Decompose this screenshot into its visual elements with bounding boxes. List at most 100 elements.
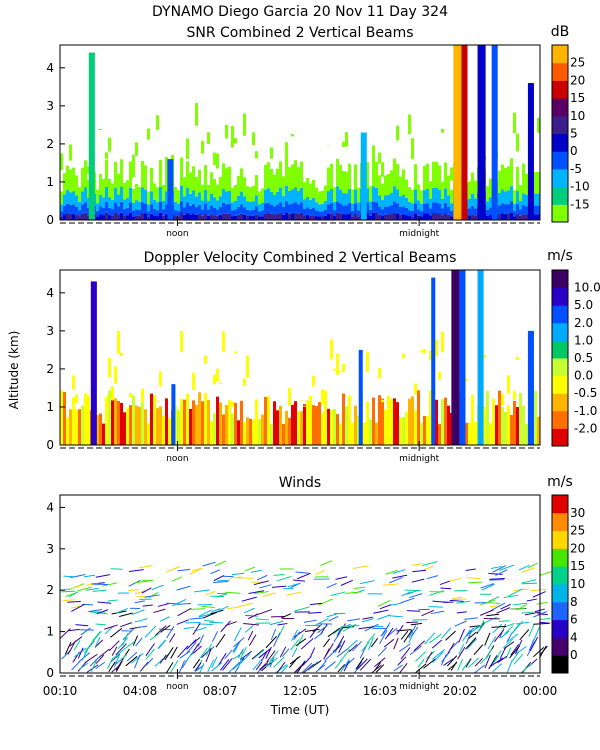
heat-cell [180,185,183,202]
colorbar-segment [552,186,568,205]
heat-cell [300,187,303,203]
wind-barb [373,609,389,614]
wind-barb [68,591,79,598]
heat-cell [147,128,150,140]
wind-barb [421,565,434,572]
heat-cell [207,400,210,445]
heat-cell [294,202,297,213]
heat-cell [537,172,540,194]
heat-cell [378,195,381,207]
heat-cell [348,213,351,220]
day-mark-label: midnight [399,454,440,464]
wind-barb [149,632,160,641]
colorbar-segment [552,80,568,99]
wind-barb [532,627,540,643]
heat-cell [108,207,111,216]
heat-cell [111,199,114,210]
wind-barb [241,596,258,602]
heat-cell [255,206,258,215]
heat-cell [402,206,405,215]
wind-barb [361,641,370,652]
heat-cell [132,216,135,220]
wind-barb [506,659,513,674]
heat-cell [219,382,222,384]
wind-barb [415,663,427,674]
wind-barb [144,594,160,598]
heat-cell [378,214,381,220]
wind-barb [473,624,485,630]
heat-cell [498,214,501,220]
heat-cell [447,405,450,445]
wind-barb [510,644,519,656]
heat-cell [387,173,390,195]
heat-cell [471,193,474,206]
wind-barb [447,642,455,655]
wind-barb [122,633,129,646]
wind-barb [250,569,262,573]
wind-barb [315,664,326,673]
wind-barb [536,601,548,605]
heat-cell [126,408,129,445]
wind-barb [387,615,403,618]
heat-cell [471,172,474,194]
wind-barb [93,612,108,615]
heat-cell [351,203,354,211]
wind-barb [135,637,143,647]
heat-cell [504,191,507,205]
heat-cell [492,398,495,445]
heat-cell [378,152,381,164]
heat-cell [75,175,78,196]
heat-cell [117,194,120,207]
heat-cell [345,171,348,194]
wind-barb [102,582,118,587]
wind-barb [301,662,313,674]
heat-cell [363,422,366,445]
heat-cell [165,204,168,214]
wind-barb [510,608,526,610]
heat-cell [255,399,258,445]
heat-cell [357,415,360,445]
heat-cell [99,194,102,207]
heat-cell [429,181,432,199]
wind-barb [465,627,474,637]
wind-barb [95,623,107,626]
heat-cell [312,375,315,387]
heat-cell [216,209,219,216]
heat-cell [390,214,393,220]
wind-barb [265,635,277,649]
heat-cell [378,206,381,215]
heat-cell [429,198,432,209]
heat-cell [210,193,213,206]
wind-barb [310,647,316,657]
heat-cell [225,213,228,220]
wind-barb [253,591,269,594]
wind-barb [119,612,133,617]
heat-cell [507,213,510,220]
heat-cell [339,203,342,214]
wind-barb [432,651,444,664]
wind-barb [496,607,511,614]
heat-cell [285,201,288,213]
heat-cell [324,393,327,395]
heat-cell [195,176,198,197]
heat-cell [348,189,351,204]
heat-cell [105,186,108,202]
wind-barb [412,619,428,621]
heat-cell [399,207,402,215]
wind-barb [177,645,189,658]
heat-cell [219,207,222,215]
wind-barb [181,658,189,669]
heat-cell [537,205,540,215]
wind-barb [328,616,339,622]
wind-barb [120,622,132,628]
heat-cell [288,388,291,406]
heat-cell [270,204,273,214]
heat-cell [207,215,210,220]
heat-cell [384,175,387,196]
wind-barb [526,598,537,602]
heat-cell [435,202,438,214]
wind-barb [205,643,212,656]
heat-cell [336,353,339,375]
wind-barb [377,599,391,607]
heat-cell [354,189,357,204]
